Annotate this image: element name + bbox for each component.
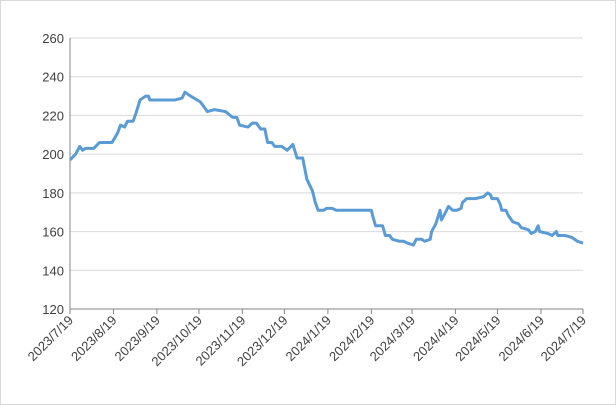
y-tick-label: 180 (42, 186, 64, 201)
y-tick-label: 140 (42, 263, 64, 278)
y-tick-label: 260 (42, 31, 64, 46)
y-tick-label: 120 (42, 302, 64, 317)
y-tick-label: 240 (42, 70, 64, 85)
data-line (68, 90, 584, 247)
y-tick-label: 200 (42, 147, 64, 162)
y-tick-label: 220 (42, 108, 64, 123)
y-tick-label: 160 (42, 225, 64, 240)
